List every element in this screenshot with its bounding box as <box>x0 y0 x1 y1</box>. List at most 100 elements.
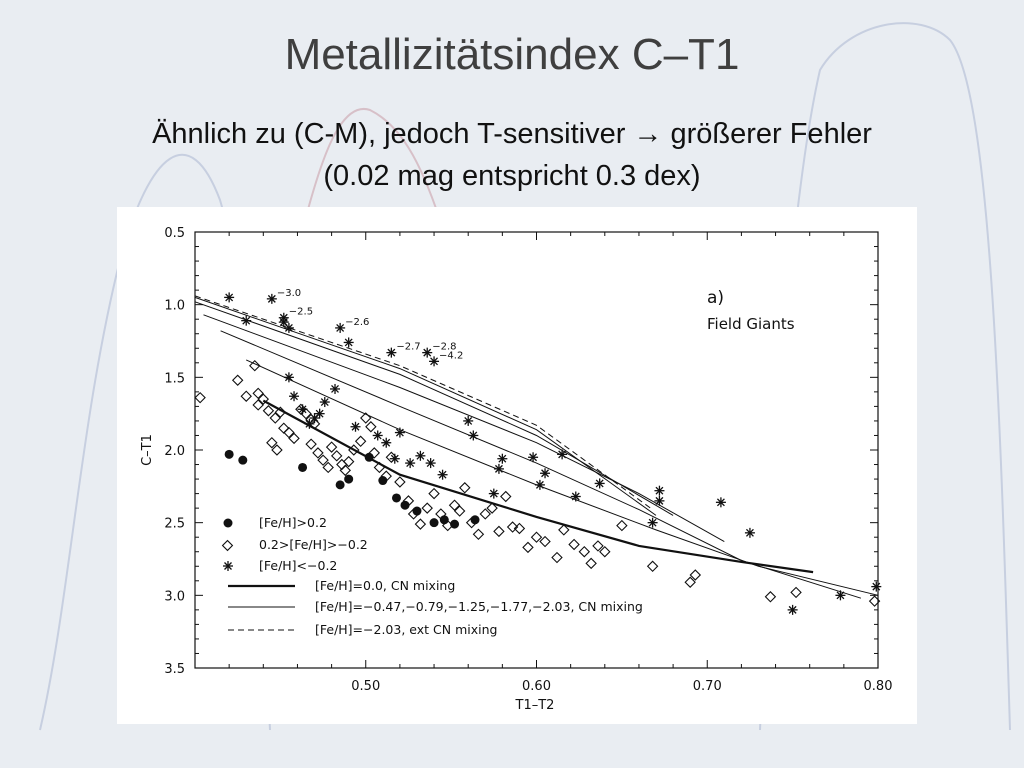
point-metal-rich <box>439 515 449 525</box>
legend-marker-open-diamond <box>221 539 234 552</box>
point-metal-poor <box>425 458 436 469</box>
point-solar <box>288 432 300 445</box>
slide-title: Metallizitätsindex C–T1 <box>284 30 740 79</box>
point-solar <box>300 407 312 420</box>
point-solar <box>684 576 696 588</box>
point-solar <box>339 464 351 477</box>
point-metal-rich <box>429 518 439 528</box>
point-metal-poor <box>835 590 846 601</box>
point-solar <box>269 412 281 424</box>
point-metal-poor <box>224 292 235 303</box>
point-metal-poor <box>283 322 294 333</box>
point-solar <box>493 525 505 538</box>
point-solar <box>616 519 628 532</box>
point-annotations: −3.0 −2.5 −2.6 −2.7 −2.8−4.2 <box>277 288 464 361</box>
point-metal-rich <box>238 455 248 465</box>
point-metal-poor <box>330 383 341 394</box>
scatter-chart: 0.50 0.60 0.70 0.80 0.5 1.0 1.5 2.0 2.5 3.0 3.5 −3… <box>140 226 892 713</box>
point-solar <box>240 390 252 402</box>
point-metal-poor <box>297 404 308 415</box>
point-solar <box>459 482 471 494</box>
point-solar <box>764 591 777 603</box>
point-metal-poor <box>557 449 568 460</box>
point-solar <box>283 426 295 439</box>
legend-marker-filled-circle <box>223 518 233 528</box>
point-annotation: −3.0 <box>277 288 301 299</box>
point-solar <box>348 444 360 456</box>
legend-marker-asterisk <box>223 561 233 571</box>
panel-label: a) <box>707 288 724 308</box>
point-solar <box>278 422 290 434</box>
point-solar <box>486 502 498 514</box>
point-solar <box>522 541 534 554</box>
point-solar <box>274 406 287 418</box>
point-solar <box>435 508 447 520</box>
point-metal-poor <box>415 450 426 461</box>
point-solar <box>539 535 551 548</box>
point-solar <box>380 470 392 482</box>
point-metal-rich <box>400 500 410 510</box>
point-solar <box>530 531 543 543</box>
point-solar <box>257 393 270 405</box>
point-solar <box>249 359 261 372</box>
point-annotation: −2.5 <box>289 307 313 318</box>
point-metal-rich <box>224 449 234 459</box>
chart-panel: 0.50 0.60 0.70 0.80 0.5 1.0 1.5 2.0 2.5 3.0 3.5 −3… <box>117 207 917 724</box>
y-tick-label: 1.0 <box>164 299 185 314</box>
point-metal-poor <box>429 356 440 367</box>
point-solar <box>465 516 478 529</box>
point-solar <box>266 437 278 449</box>
model-line <box>220 330 862 599</box>
point-solar <box>868 595 881 607</box>
point-solar <box>402 495 415 507</box>
point-solar <box>360 412 372 424</box>
y-tick-label: 0.5 <box>164 226 185 241</box>
point-metal-rich <box>335 480 345 490</box>
point-solar <box>568 538 580 551</box>
point-solar <box>599 546 611 558</box>
point-metal-poor <box>266 293 277 304</box>
legend-label-thick-line: [Fe/H]=0.0, CN mixing <box>315 578 455 593</box>
point-metal-poor <box>654 485 665 496</box>
point-metal-poor <box>744 527 755 538</box>
x-tick-label: 0.70 <box>693 679 722 694</box>
point-solar <box>368 447 381 459</box>
point-metal-rich <box>298 462 308 472</box>
point-solar <box>689 569 702 581</box>
point-solar <box>578 546 591 558</box>
point-metal-poor <box>570 491 581 502</box>
legend-label-filled-circle: [Fe/H]>0.2 <box>259 515 327 530</box>
point-solar <box>342 455 355 468</box>
point-metal-poor <box>386 347 397 358</box>
point-solar <box>312 447 324 459</box>
point-metal-poor <box>372 430 383 441</box>
point-metal-rich <box>364 452 374 462</box>
y-tick-label: 3.5 <box>164 662 185 677</box>
point-metal-poor <box>654 495 665 506</box>
model-line <box>245 359 879 596</box>
point-metal-poor <box>394 427 405 438</box>
point-metal-rich <box>412 506 422 516</box>
point-solar <box>585 557 597 570</box>
point-metal-poor <box>715 497 726 508</box>
point-metal-poor <box>437 469 448 480</box>
y-tick-label: 2.5 <box>164 517 185 532</box>
legend-label-thin-line: [Fe/H]=−0.47,−0.79,−1.25,−1.77,−2.03, CN… <box>315 599 643 614</box>
point-metal-poor <box>389 453 400 464</box>
point-solar <box>262 405 275 417</box>
point-solar <box>252 399 264 411</box>
point-solar <box>790 586 802 599</box>
legend: [Fe/H]>0.2 0.2>[Fe/H]>−0.2 [Fe/H]<−0.2 [… <box>221 515 643 637</box>
y-axis-label: C–T1 <box>140 434 155 466</box>
point-metal-poor <box>319 397 330 408</box>
y-tick-label: 2.0 <box>164 444 185 459</box>
model-line <box>194 296 657 516</box>
point-metal-poor <box>540 468 551 479</box>
point-solar <box>252 387 264 400</box>
point-solar <box>194 391 206 404</box>
model-line <box>262 399 814 574</box>
slide-subtitle-line1: Ähnlich zu (C-M), jedoch T-sensitiver → … <box>152 118 872 150</box>
panel-title: Field Giants <box>707 315 795 333</box>
point-metal-poor <box>278 312 289 323</box>
point-solar <box>646 560 659 572</box>
